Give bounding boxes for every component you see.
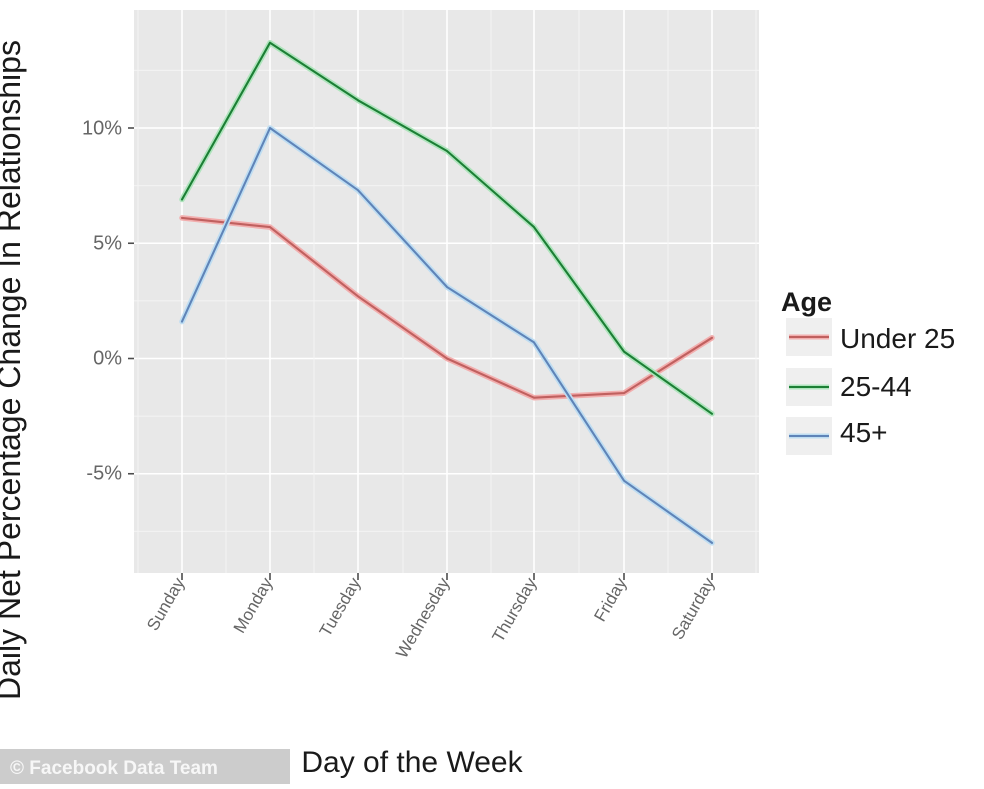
svg-text:5%: 5%: [93, 233, 122, 255]
svg-text:Daily Net Percentage Change In: Daily Net Percentage Change In Relations…: [0, 40, 27, 700]
svg-text:Age: Age: [781, 287, 832, 317]
svg-text:25-44: 25-44: [840, 371, 912, 402]
svg-text:© Facebook Data Team: © Facebook Data Team: [10, 758, 218, 779]
svg-text:-5%: -5%: [86, 463, 122, 485]
svg-text:Day of the Week: Day of the Week: [301, 746, 523, 779]
svg-text:10%: 10%: [82, 118, 122, 140]
svg-text:45+: 45+: [840, 417, 888, 448]
svg-text:Under 25: Under 25: [840, 323, 955, 354]
svg-text:0%: 0%: [93, 348, 122, 370]
